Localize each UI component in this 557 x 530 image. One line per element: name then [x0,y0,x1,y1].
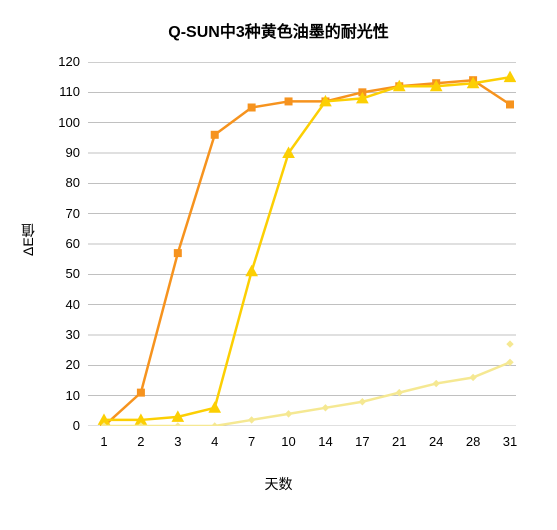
y-tick-label: 90 [0,145,80,160]
orange-ink-marker [248,104,255,111]
x-tick-label: 1 [86,434,122,449]
y-tick-label: 30 [0,327,80,342]
x-tick-label: 31 [492,434,528,449]
pale-yellow-ink-marker [433,381,439,387]
yellow-ink-marker [246,266,257,276]
pale-yellow-ink-marker [359,399,365,405]
orange-ink-marker [137,389,144,396]
y-tick-label: 110 [0,84,80,99]
pale-yellow-ink-marker [212,423,218,426]
x-tick-label: 24 [418,434,454,449]
pale-yellow-ink-marker [396,390,402,396]
x-axis-label: 天数 [0,474,557,494]
x-tick-label: 28 [455,434,491,449]
x-tick-label: 7 [234,434,270,449]
pale-yellow-ink-marker [322,405,328,411]
pale-yellow-ink-marker [286,411,292,417]
y-tick-label: 70 [0,206,80,221]
y-tick-label: 20 [0,357,80,372]
x-tick-label: 10 [271,434,307,449]
yellow-ink-marker [209,402,220,412]
x-tick-label: 3 [160,434,196,449]
y-tick-label: 0 [0,418,80,433]
orange-ink-marker [211,131,218,138]
x-tick-label: 21 [381,434,417,449]
y-tick-label: 60 [0,236,80,251]
pale-yellow-ink-marker [175,423,181,426]
y-tick-label: 50 [0,266,80,281]
chart-title: Q-SUN中3种黄色油墨的耐光性 [0,18,557,42]
y-tick-label: 10 [0,388,80,403]
pale-yellow-ink-marker [249,417,255,423]
pale-yellow-ink-outlier-marker [507,341,513,347]
x-tick-label: 4 [197,434,233,449]
y-tick-label: 120 [0,54,80,69]
orange-ink-marker [174,250,181,257]
x-tick-label: 14 [307,434,343,449]
y-tick-label: 40 [0,297,80,312]
x-tick-label: 17 [344,434,380,449]
orange-ink-marker [507,101,514,108]
plot-area [88,62,516,426]
chart-container: Q-SUN中3种黄色油墨的耐光性 ΔE值 天数 0102030405060708… [0,0,557,530]
orange-ink-marker [285,98,292,105]
y-tick-label: 100 [0,115,80,130]
x-tick-label: 2 [123,434,159,449]
y-tick-label: 80 [0,175,80,190]
